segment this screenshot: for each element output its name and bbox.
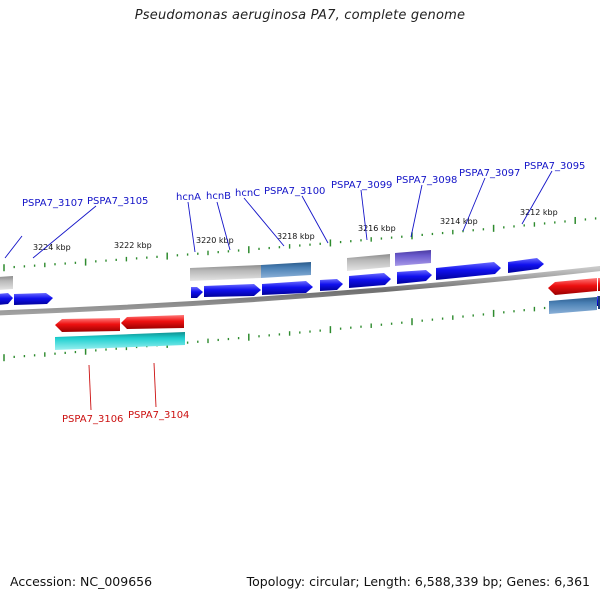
gene-arrow-psp3099[interactable] <box>349 273 391 288</box>
gene-label-psp3107: PSPA7_3107 <box>22 198 83 209</box>
gene-label-psp3104: PSPA7_3104 <box>128 410 189 421</box>
feature-box-psp3099-grey[interactable] <box>347 254 390 271</box>
gene-label-hcnb: hcnB <box>206 191 231 202</box>
coord-label-3222: 3222 kbp <box>114 241 152 250</box>
feature-box-psp3098-purple[interactable] <box>395 250 431 266</box>
reverse-gene-labels: PSPA7_3106 PSPA7_3104 <box>62 410 189 425</box>
reverse-genes <box>55 278 600 350</box>
leader-psp3105 <box>32 205 97 259</box>
leader-hcnb <box>216 201 231 251</box>
gene-arrow-psp3095[interactable] <box>508 258 544 273</box>
genome-backbone <box>0 266 600 316</box>
gene-label-psp3099: PSPA7_3099 <box>331 180 392 191</box>
gene-label-psp3098: PSPA7_3098 <box>396 175 457 186</box>
leader-psp3104 <box>153 362 157 408</box>
leader-hcnc <box>243 197 285 247</box>
gene-arrow-psp3098[interactable] <box>397 270 432 284</box>
leader-psp3106 <box>88 364 92 411</box>
coord-label-3214: 3214 kbp <box>440 217 478 226</box>
gene-label-hcnc: hcnC <box>235 188 260 199</box>
forward-features <box>0 250 431 290</box>
coord-label-3224: 3224 kbp <box>33 243 71 252</box>
gene-label-hcna: hcnA <box>176 192 201 203</box>
gene-label-psp3106: PSPA7_3106 <box>62 414 123 425</box>
gene-arrow-right-red[interactable] <box>548 278 597 295</box>
leader-psp3100 <box>301 195 329 244</box>
leader-hcna <box>187 201 196 253</box>
feature-box-hcn-grey[interactable] <box>190 265 261 281</box>
forward-gene-labels: PSPA7_3107 PSPA7_3105 hcnA hcnB hcnC PSP… <box>22 161 585 209</box>
gene-arrow-hcna[interactable] <box>191 287 203 298</box>
feature-box-left-grey[interactable] <box>0 276 13 290</box>
coordinate-labels: 3224 kbp 3222 kbp 3220 kbp 3218 kbp 3216… <box>33 208 558 252</box>
gene-arrow-psp3106[interactable] <box>55 318 120 332</box>
feature-box-hcn-steel[interactable] <box>261 262 311 278</box>
gene-label-psp3097: PSPA7_3097 <box>459 168 520 179</box>
leader-psp3098 <box>410 184 423 238</box>
coord-label-3212: 3212 kbp <box>520 208 558 217</box>
gene-arrow-hcnb[interactable] <box>204 284 261 297</box>
coord-label-3216: 3216 kbp <box>358 224 396 233</box>
coord-label-3218: 3218 kbp <box>277 232 315 241</box>
genome-summary-text: Topology: circular; Length: 6,588,339 bp… <box>246 574 590 589</box>
feature-box-psp3106-cyan[interactable] <box>55 332 185 350</box>
gene-arrow-left-edge[interactable] <box>0 293 13 305</box>
forward-leader-lines <box>4 170 553 259</box>
gene-arrow-psp3097[interactable] <box>436 262 501 280</box>
map-title: Pseudomonas aeruginosa PA7, complete gen… <box>134 8 466 23</box>
outer-tick-ring <box>3 216 597 272</box>
feature-box-right-steel[interactable] <box>549 297 597 314</box>
leader-psp3097 <box>462 177 486 232</box>
gene-arrow-hcnc[interactable] <box>262 281 313 295</box>
gene-arrow-psp3104[interactable] <box>121 315 184 329</box>
gene-label-psp3105: PSPA7_3105 <box>87 196 148 207</box>
leader-psp3095 <box>521 170 553 225</box>
leader-psp3099 <box>360 189 368 241</box>
accession-text: Accession: NC_009656 <box>10 574 153 589</box>
gene-label-psp3095: PSPA7_3095 <box>524 161 585 172</box>
gene-arrow-psp3100[interactable] <box>320 279 343 291</box>
coord-label-3220: 3220 kbp <box>196 236 234 245</box>
reverse-leader-lines <box>88 362 157 411</box>
leader-psp3107 <box>4 235 23 259</box>
gene-arrow-psp3107[interactable] <box>14 293 53 305</box>
gene-label-psp3100: PSPA7_3100 <box>264 186 325 197</box>
